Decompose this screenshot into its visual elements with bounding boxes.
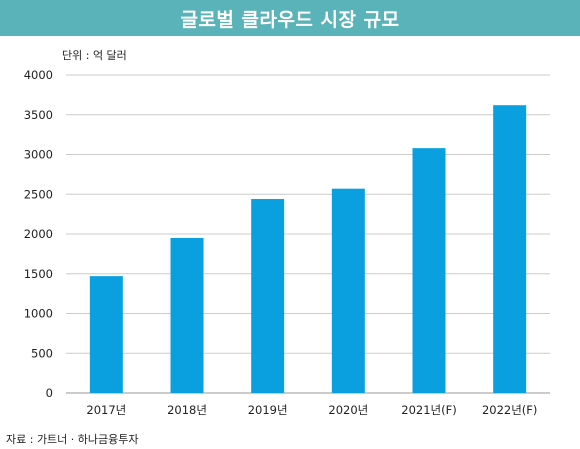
- source-note: 자료 : 가트너 · 하나금융투자: [6, 433, 139, 446]
- x-tick-label: 2020년: [328, 403, 368, 417]
- grid-lines: [66, 74, 550, 394]
- x-tick-label: 2022년(F): [482, 403, 537, 417]
- bar-2020년: [331, 188, 365, 393]
- bar-2021년(F): [412, 148, 446, 393]
- y-tick-label: 2500: [24, 187, 53, 201]
- y-tick-label: 4000: [24, 68, 53, 82]
- y-tick-label: 0: [46, 386, 53, 400]
- bars: [89, 105, 527, 394]
- x-tick-label: 2017년: [86, 403, 126, 417]
- y-axis-ticks: 0 500 1000 1500 2000 2500 3000 3500 4000: [24, 68, 53, 400]
- y-tick-label: 500: [31, 346, 53, 360]
- x-tick-label: 2019년: [248, 403, 288, 417]
- unit-label: 단위 : 억 달러: [62, 49, 127, 62]
- y-tick-label: 3000: [24, 148, 53, 162]
- bar-2019년: [251, 199, 285, 393]
- y-tick-label: 1000: [24, 307, 53, 321]
- bar-2017년: [89, 276, 123, 393]
- chart-title: 글로벌 클라우드 시장 규모: [180, 8, 400, 31]
- x-axis-ticks: 2017년 2018년 2019년 2020년 2021년(F) 2022년(F): [86, 403, 537, 417]
- y-tick-label: 2000: [24, 227, 53, 241]
- bar-2022년(F): [493, 105, 527, 394]
- y-tick-label: 1500: [24, 267, 53, 281]
- bar-2018년: [170, 237, 204, 393]
- title-bar: 글로벌 클라우드 시장 규모: [0, 0, 580, 36]
- x-tick-label: 2021년(F): [401, 403, 456, 417]
- x-tick-label: 2018년: [167, 403, 207, 417]
- y-tick-label: 3500: [24, 108, 53, 122]
